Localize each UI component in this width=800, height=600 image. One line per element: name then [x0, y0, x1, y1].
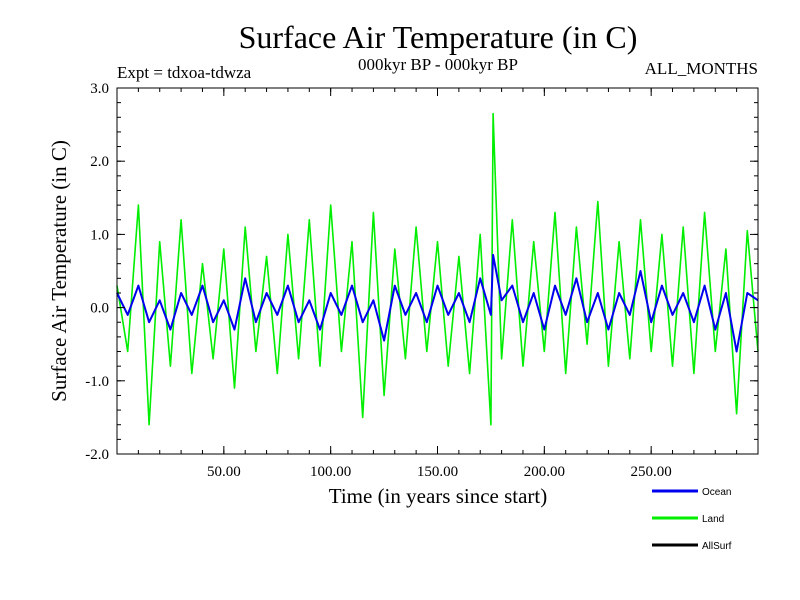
x-axis: 50.00 100.00 150.00 200.00 250.00 [137, 88, 738, 480]
legend-label-land: Land [702, 514, 724, 525]
x-tick-label: 150.00 [417, 464, 458, 480]
y-tick-label: -1.0 [85, 374, 109, 390]
y-tick-label: 1.0 [90, 227, 109, 243]
x-tick-label: 50.00 [207, 464, 241, 480]
y-axis: -2.0 -1.0 0.0 1.0 2.0 3.0 [85, 81, 758, 463]
series-line-ocean [116, 253, 759, 353]
plot-area [116, 112, 759, 426]
y-tick-label: 2.0 [90, 154, 109, 170]
series-line-land [116, 112, 759, 426]
legend-label-ocean: Ocean [702, 487, 731, 498]
plot-frame [116, 87, 759, 455]
chart-title: Surface Air Temperature (in C) [239, 19, 638, 55]
legend: Ocean Land AllSurf [652, 487, 732, 552]
y-tick-label: 3.0 [90, 81, 109, 97]
x-axis-label: Time (in years since start) [329, 484, 548, 508]
x-tick-label: 200.00 [524, 464, 565, 480]
x-tick-label: 250.00 [631, 464, 672, 480]
y-tick-label: -2.0 [85, 447, 109, 463]
legend-label-allsurf: AllSurf [702, 541, 732, 552]
y-tick-label: 0.0 [90, 301, 109, 317]
y-axis-label: Surface Air Temperature (in C) [47, 140, 71, 402]
x-tick-label: 100.00 [310, 464, 351, 480]
months-label: ALL_MONTHS [645, 59, 758, 78]
period-label: 000kyr BP - 000kyr BP [358, 55, 518, 74]
experiment-label: Expt = tdxoa-tdwza [117, 63, 252, 82]
